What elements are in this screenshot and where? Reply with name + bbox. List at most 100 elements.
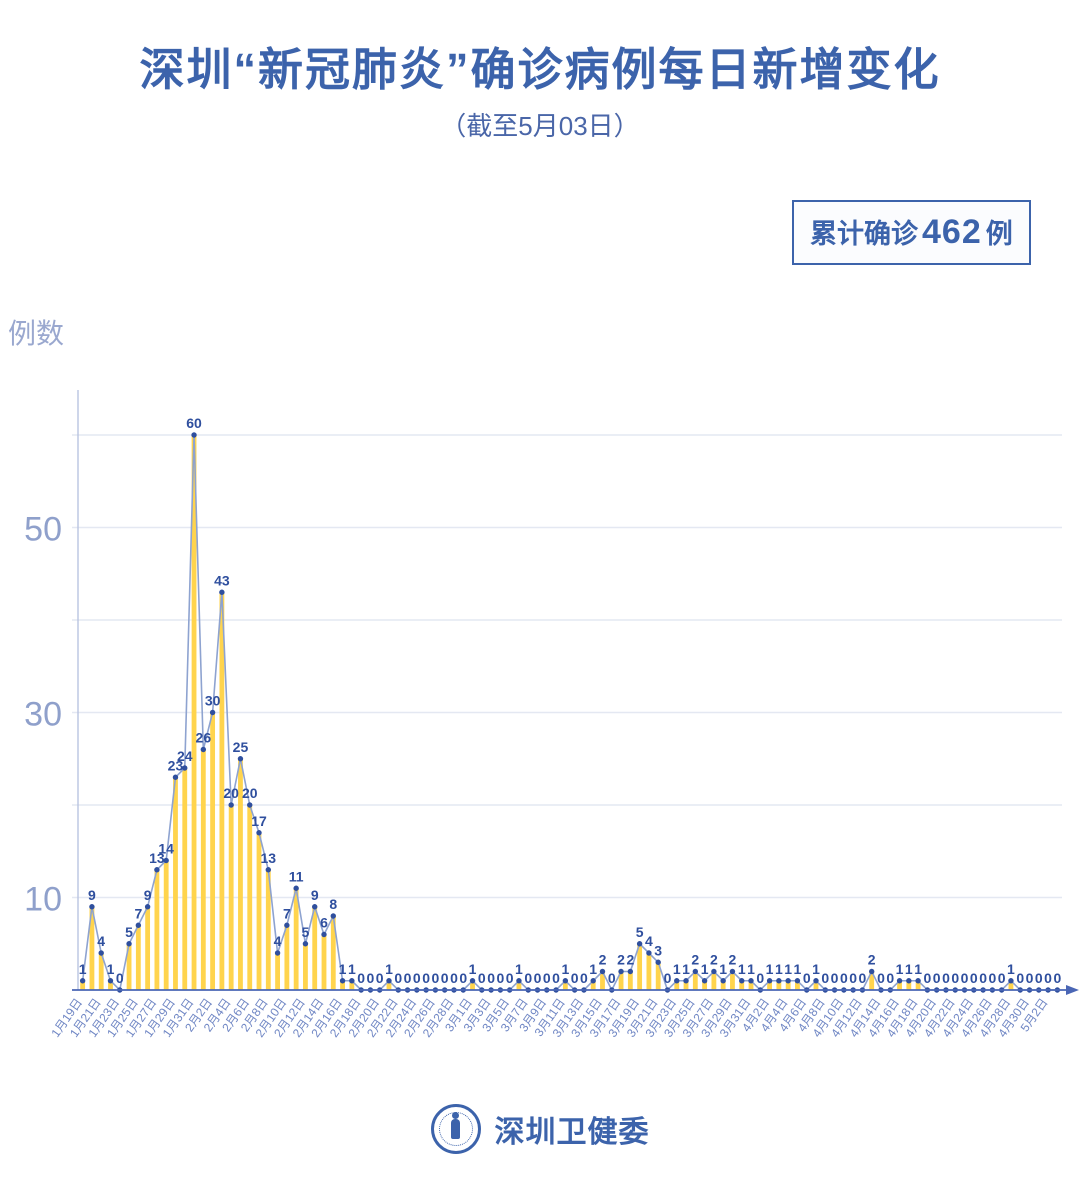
svg-text:1: 1	[766, 961, 774, 977]
svg-text:0: 0	[933, 970, 941, 986]
svg-text:1: 1	[738, 961, 746, 977]
svg-text:0: 0	[998, 970, 1006, 986]
svg-text:0: 0	[478, 970, 486, 986]
svg-text:0: 0	[422, 970, 430, 986]
svg-text:14: 14	[158, 841, 174, 857]
svg-text:2: 2	[599, 952, 607, 968]
svg-text:0: 0	[580, 970, 588, 986]
svg-text:4: 4	[645, 933, 653, 949]
svg-text:60: 60	[186, 415, 202, 431]
svg-text:1: 1	[896, 961, 904, 977]
shenzhen-health-commission-emblem-icon	[430, 1104, 481, 1154]
svg-text:0: 0	[951, 970, 959, 986]
svg-text:0: 0	[450, 970, 458, 986]
svg-text:0: 0	[821, 970, 829, 986]
svg-text:1: 1	[673, 961, 681, 977]
svg-text:0: 0	[571, 970, 579, 986]
badge-number: 462	[922, 213, 982, 251]
svg-text:0: 0	[431, 970, 439, 986]
svg-text:0: 0	[979, 970, 987, 986]
svg-text:0: 0	[1016, 970, 1024, 986]
svg-text:5: 5	[302, 924, 310, 940]
svg-text:9: 9	[311, 887, 319, 903]
cumulative-cases-badge-wrapper: 累计确诊 462 例	[792, 200, 1031, 265]
svg-text:4: 4	[274, 933, 282, 949]
svg-text:0: 0	[524, 970, 532, 986]
svg-text:1: 1	[775, 961, 783, 977]
svg-text:1: 1	[469, 961, 477, 977]
svg-text:0: 0	[394, 970, 402, 986]
svg-text:1: 1	[1007, 961, 1015, 977]
svg-text:0: 0	[923, 970, 931, 986]
svg-text:0: 0	[877, 970, 885, 986]
svg-text:2: 2	[868, 952, 876, 968]
svg-text:0: 0	[506, 970, 514, 986]
svg-text:0: 0	[357, 970, 365, 986]
svg-text:43: 43	[214, 572, 230, 588]
y-axis-title: 例数	[8, 318, 65, 349]
svg-text:9: 9	[144, 887, 152, 903]
svg-text:10: 10	[24, 881, 62, 919]
svg-text:0: 0	[404, 970, 412, 986]
svg-text:1: 1	[79, 961, 87, 977]
badge-suffix-label: 例	[985, 219, 1013, 249]
svg-text:0: 0	[413, 970, 421, 986]
svg-text:0: 0	[1053, 970, 1061, 986]
svg-text:0: 0	[886, 970, 894, 986]
svg-text:9: 9	[88, 887, 96, 903]
svg-text:0: 0	[552, 970, 560, 986]
svg-text:24: 24	[177, 748, 193, 764]
svg-text:7: 7	[134, 905, 142, 921]
svg-text:1: 1	[339, 961, 347, 977]
svg-text:0: 0	[1035, 970, 1043, 986]
svg-text:2: 2	[729, 952, 737, 968]
svg-text:1: 1	[812, 961, 820, 977]
svg-text:0: 0	[664, 970, 672, 986]
footer: 深圳卫健委	[0, 1104, 1080, 1154]
footer-org-label: 深圳卫健委	[494, 1116, 650, 1149]
svg-text:0: 0	[942, 970, 950, 986]
svg-text:0: 0	[859, 970, 867, 986]
svg-text:13: 13	[261, 850, 277, 866]
svg-text:1: 1	[794, 961, 802, 977]
page-title: 深圳“新冠肺炎”确诊病例每日新增变化	[139, 44, 941, 95]
badge-prefix-label: 累计确诊	[810, 219, 918, 249]
svg-text:0: 0	[459, 970, 467, 986]
svg-text:0: 0	[496, 970, 504, 986]
svg-text:1: 1	[561, 961, 569, 977]
svg-text:1: 1	[348, 961, 356, 977]
svg-text:1: 1	[701, 961, 709, 977]
svg-text:25: 25	[233, 739, 249, 755]
svg-text:30: 30	[205, 693, 221, 709]
svg-text:30: 30	[24, 696, 62, 734]
svg-text:8: 8	[329, 896, 337, 912]
svg-text:0: 0	[840, 970, 848, 986]
svg-text:0: 0	[803, 970, 811, 986]
svg-text:2: 2	[710, 952, 718, 968]
svg-text:0: 0	[116, 970, 124, 986]
svg-text:1: 1	[385, 961, 393, 977]
svg-text:50: 50	[24, 511, 62, 549]
svg-text:1: 1	[747, 961, 755, 977]
svg-text:0: 0	[988, 970, 996, 986]
svg-text:2: 2	[626, 952, 634, 968]
svg-text:0: 0	[608, 970, 616, 986]
svg-text:11: 11	[289, 868, 304, 884]
svg-text:1: 1	[784, 961, 792, 977]
svg-text:1: 1	[515, 961, 523, 977]
svg-text:1: 1	[682, 961, 690, 977]
svg-text:0: 0	[534, 970, 542, 986]
svg-text:4: 4	[97, 933, 105, 949]
svg-text:0: 0	[367, 970, 375, 986]
cumulative-cases-badge: 累计确诊 462 例	[792, 200, 1031, 265]
svg-text:2: 2	[691, 952, 699, 968]
svg-text:5: 5	[636, 924, 644, 940]
svg-text:0: 0	[1026, 970, 1034, 986]
svg-text:1: 1	[107, 961, 115, 977]
svg-text:1: 1	[589, 961, 597, 977]
svg-text:20: 20	[223, 785, 239, 801]
svg-text:6: 6	[320, 915, 328, 931]
svg-text:1: 1	[914, 961, 922, 977]
svg-text:17: 17	[251, 813, 267, 829]
svg-text:0: 0	[441, 970, 449, 986]
